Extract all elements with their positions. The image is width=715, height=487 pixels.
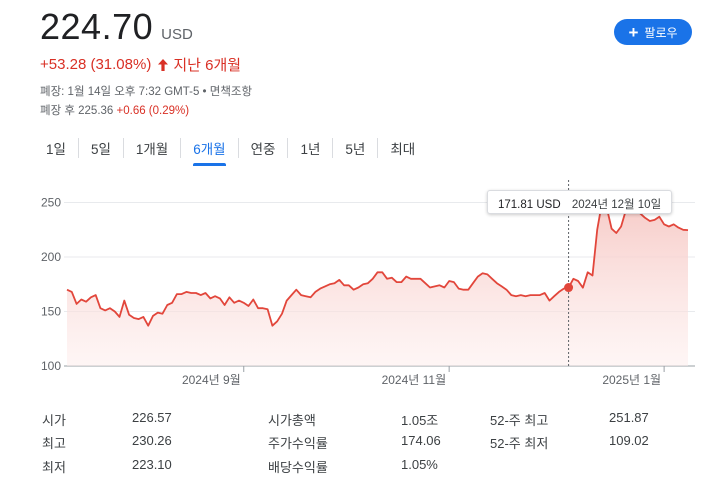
stat-52w-low-value: 109.02: [609, 433, 649, 448]
stat-market-cap-label: 시가총액: [268, 413, 316, 428]
x-tick-label: 2025년 1월: [602, 373, 661, 387]
price-line: [66, 197, 689, 327]
price-area: [67, 198, 688, 366]
tab-5d[interactable]: 5일: [79, 134, 123, 166]
currency-label: USD: [161, 26, 193, 43]
y-tick-label: 250: [41, 196, 61, 210]
tooltip-price: 171.81 USD: [498, 199, 561, 211]
plus-icon: +: [628, 22, 639, 42]
tooltip-date: 2024년 12월 10일: [571, 199, 662, 211]
tab-max[interactable]: 최대: [378, 134, 427, 166]
tab-1m[interactable]: 1개월: [124, 134, 180, 166]
y-tick-label: 200: [41, 250, 61, 264]
stat-52w-low-label: 52-주 최저: [490, 436, 549, 451]
stat-high-value: 230.26: [132, 433, 172, 448]
tab-label: 연중: [250, 142, 276, 157]
tab-1y[interactable]: 1년: [288, 134, 332, 166]
tab-1d[interactable]: 1일: [34, 134, 78, 166]
stat-open-label: 시가: [42, 413, 66, 428]
tab-label: 1일: [46, 142, 66, 157]
stat-low-label: 최저: [42, 460, 66, 475]
tab-label: 1년: [300, 142, 321, 157]
tab-label: 1개월: [135, 142, 169, 157]
stat-pe-value: 174.06: [401, 433, 441, 448]
tab-label: 5일: [90, 142, 111, 157]
tab-divider: [237, 138, 239, 158]
closed-info: 폐장: 1월 14일 오후 7:32 GMT-5 • 면책조항: [40, 86, 253, 98]
quote-header: 224.70 USD +53.28 (31.08%) 지난 6개월: [40, 6, 241, 75]
follow-button[interactable]: + 팔로우: [614, 19, 692, 45]
period-change-label: 지난 6개월: [173, 57, 242, 74]
tab-label: 최대: [390, 142, 416, 157]
tab-divider: [377, 138, 379, 158]
tab-divider: [122, 138, 124, 158]
price-row: 224.70 USD: [40, 6, 241, 48]
follow-button-label: 팔로우: [644, 25, 678, 40]
price-chart[interactable]: 100 150 200 250 2024년 9월 2024년 11월 2025년 1월: [0, 180, 715, 395]
y-tick-label: 100: [41, 359, 61, 373]
tab-6m[interactable]: 6개월: [181, 134, 237, 166]
stat-52w-high-value: 251.87: [609, 410, 649, 425]
chart-tooltip: 171.81 USD 2024년 12월 10일: [487, 190, 673, 214]
tab-label: 5년: [345, 142, 366, 157]
stat-52w-high-label: 52-주 최고: [490, 413, 549, 428]
tab-divider: [287, 138, 289, 158]
stat-open-value: 226.57: [132, 410, 172, 425]
x-tick-label: 2024년 9월: [182, 373, 241, 387]
range-tabs: 1일 5일 1개월 6개월 연중 1년 5년 최대: [34, 134, 427, 166]
tab-5y[interactable]: 5년: [333, 134, 377, 166]
tab-ytd[interactable]: 연중: [239, 134, 288, 166]
tab-label: 6개월: [193, 142, 226, 157]
tab-divider: [180, 138, 182, 158]
change-value: +53.28 (31.08%): [40, 56, 152, 73]
price-change: +53.28 (31.08%) 지난 6개월: [40, 54, 241, 75]
after-hours-change: +0.66 (0.29%): [116, 105, 190, 117]
tab-divider: [332, 138, 334, 158]
after-hours-info: 폐장 후 225.36 +0.66 (0.29%): [40, 102, 189, 118]
y-tick-label: 150: [41, 305, 61, 319]
after-hours-label: 폐장 후 225.36: [40, 105, 114, 117]
stat-dividend-label: 배당수익률: [268, 460, 328, 475]
arrow-up-icon: [158, 58, 169, 71]
stat-pe-label: 주가수익률: [268, 436, 328, 451]
stat-dividend-value: 1.05%: [401, 457, 438, 472]
x-tick-label: 2024년 11월: [382, 373, 447, 387]
tab-divider: [77, 138, 79, 158]
stat-low-value: 223.10: [132, 457, 172, 472]
stat-market-cap-value: 1.05조: [401, 413, 439, 428]
hover-point: [564, 283, 574, 293]
stat-high-label: 최고: [42, 436, 66, 451]
y-axis: 100 150 200 250: [41, 196, 61, 374]
current-price: 224.70: [40, 6, 154, 47]
x-axis: 2024년 9월 2024년 11월 2025년 1월: [182, 366, 665, 387]
